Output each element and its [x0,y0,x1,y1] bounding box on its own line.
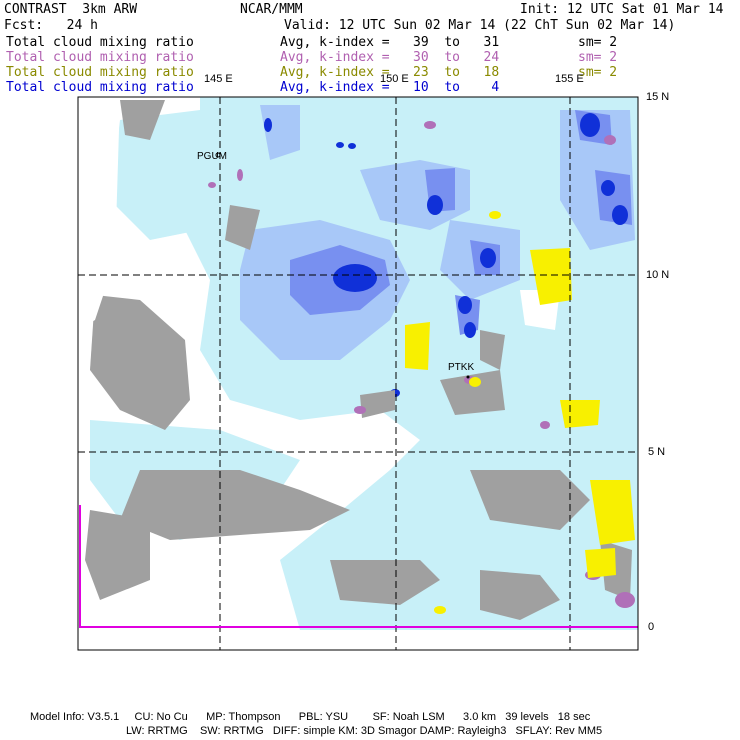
footer-model-info: Model Info: V3.5.1 CU: No Cu MP: Thompso… [30,711,591,723]
cloud-field-core [264,113,628,397]
field-2-avg: Avg, k-index = 30 to 24 [280,50,500,65]
lat-label-10n: 10 N [646,269,670,281]
lon-label-155: 155 E [555,73,584,85]
field-2-sm: sm= 2 [578,50,618,65]
header-valid: Valid: 12 UTC Sun 02 Mar 14 (22 ChT Sun … [284,18,676,33]
cloud-field-grey [85,100,632,620]
field-1-sm: sm= 2 [578,35,618,50]
station-label-ptkk: PTKK [448,362,475,373]
footer-physics-info: LW: RRTMG SW: RRTMG DIFF: simple KM: 3D … [126,725,603,737]
field-3-sm: sm= 2 [578,65,618,80]
lat-label-5n: 5 N [648,446,666,458]
lon-label-145: 145 E [204,73,233,85]
field-3-avg: Avg, k-index = 23 to 18 [280,65,500,80]
field-2-name: Total cloud mixing ratio [6,50,194,65]
magenta-trace [79,505,638,628]
header-fcst: Fcst: 24 h [4,18,98,33]
lat-label-0: 0 [648,621,655,633]
map-frame [77,96,639,651]
lon-label-150: 150 E [380,73,409,85]
header-init: Init: 12 UTC Sat 01 Mar 14 [520,2,724,17]
field-1-avg: Avg, k-index = 39 to 31 [280,35,500,50]
field-1-name: Total cloud mixing ratio [6,35,194,50]
station-label-pgum: PGUM [197,151,227,162]
field-4-avg: Avg, k-index = 10 to 4 [280,80,500,95]
header-center: NCAR/MMM [240,2,303,17]
station-marker-ptkk [466,375,470,379]
station-marker-pgum [215,152,221,158]
field-4-name: Total cloud mixing ratio [6,80,194,95]
header-model: CONTRAST 3km ARW [4,2,138,17]
lat-label-15n: 15 N [646,91,670,103]
field-3-name: Total cloud mixing ratio [6,65,194,80]
